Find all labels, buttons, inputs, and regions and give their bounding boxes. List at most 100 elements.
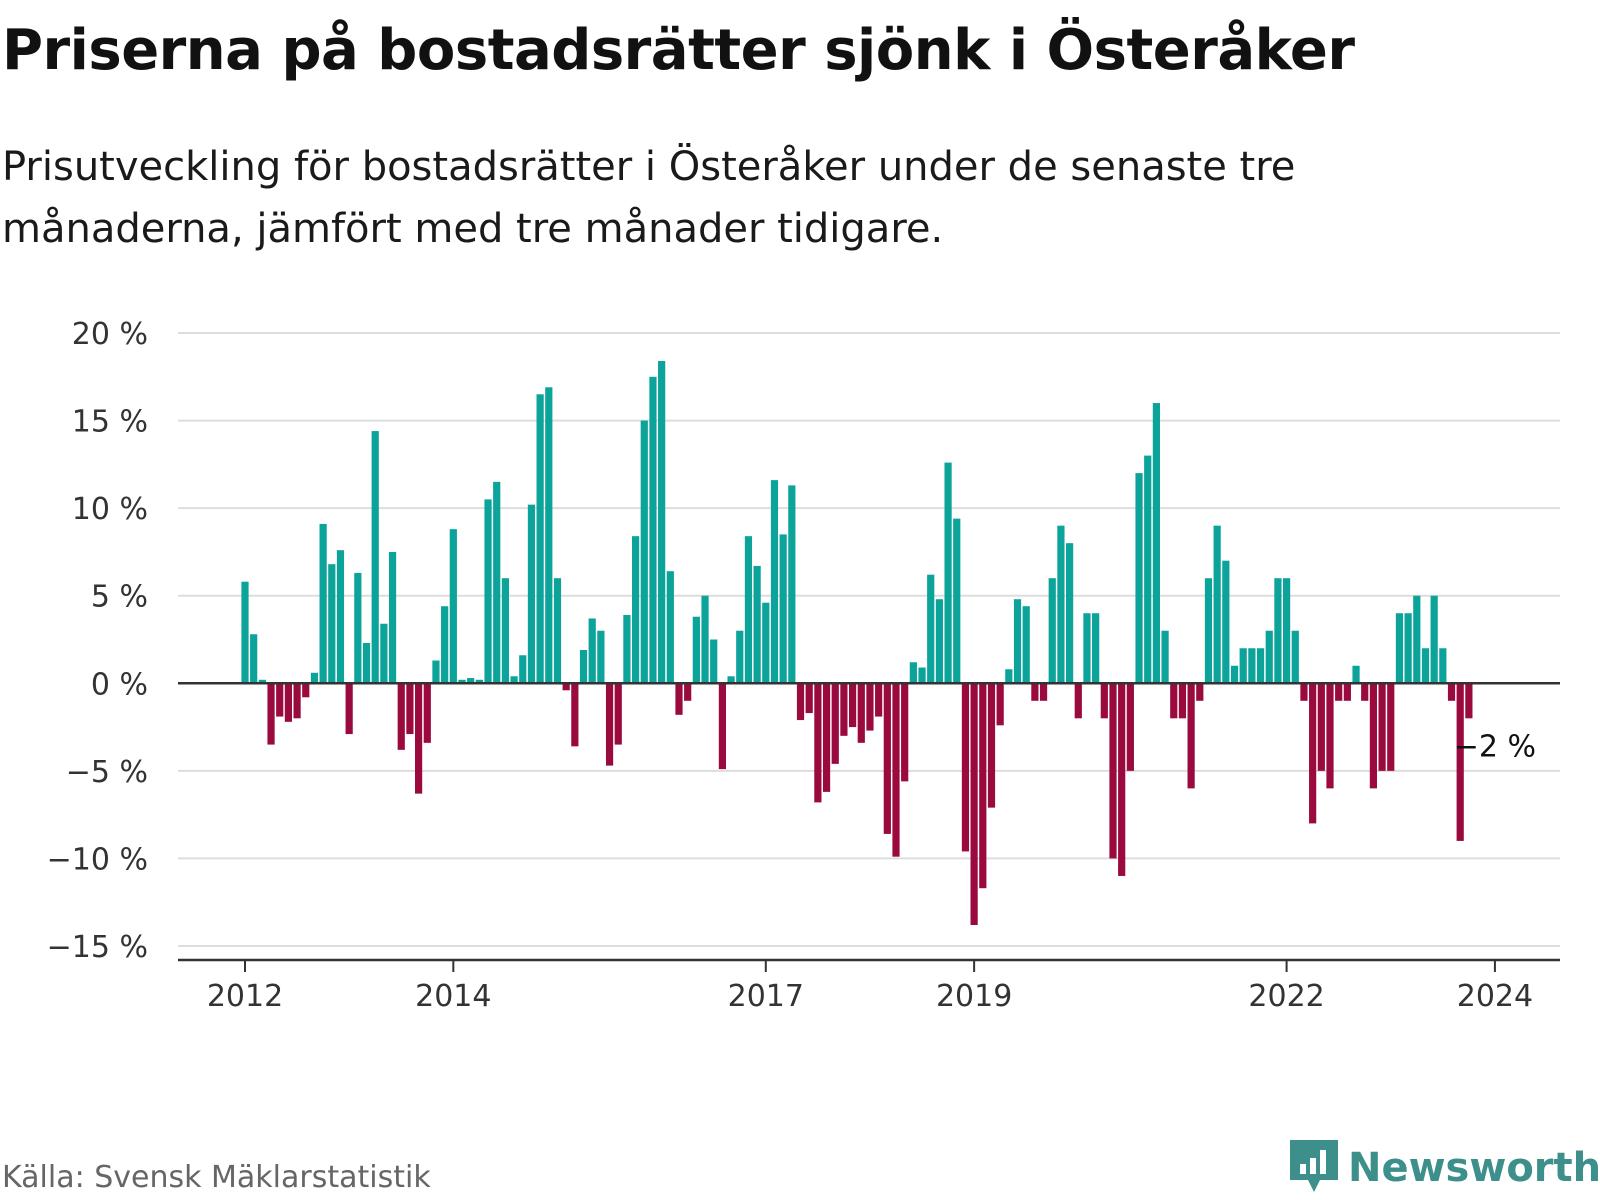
x-tick-label: 2014 bbox=[415, 979, 491, 1014]
bar bbox=[909, 662, 917, 684]
bar bbox=[1152, 403, 1160, 684]
bar bbox=[415, 683, 423, 794]
bar bbox=[970, 683, 978, 925]
gridlines bbox=[178, 332, 1560, 947]
bar bbox=[1187, 683, 1195, 789]
newsworthy-logo-icon bbox=[1290, 1140, 1338, 1192]
bar bbox=[814, 683, 822, 803]
bar bbox=[1413, 595, 1421, 684]
bar bbox=[796, 683, 805, 721]
bar bbox=[727, 676, 735, 684]
bar bbox=[1404, 613, 1412, 684]
bar bbox=[1039, 683, 1048, 701]
bar bbox=[736, 630, 744, 684]
bar bbox=[1222, 560, 1230, 684]
bar bbox=[397, 683, 405, 750]
bar bbox=[571, 683, 579, 747]
bar bbox=[1022, 606, 1030, 684]
bar bbox=[467, 678, 475, 684]
bar bbox=[501, 578, 509, 684]
bar bbox=[1135, 473, 1143, 684]
y-tick-label: −15 % bbox=[47, 930, 148, 965]
bar bbox=[875, 683, 883, 717]
bar bbox=[1309, 683, 1317, 824]
bar bbox=[536, 394, 544, 684]
bar bbox=[623, 614, 631, 684]
bar bbox=[987, 683, 996, 808]
bar bbox=[1283, 578, 1291, 684]
bar bbox=[710, 639, 718, 684]
bar bbox=[510, 676, 518, 684]
bar bbox=[276, 683, 284, 717]
x-tick-label: 2012 bbox=[207, 979, 283, 1014]
bar bbox=[493, 481, 501, 684]
y-axis-ticks: 20 % 15 % 10 % 5 % 0 % −5 % −10 % −15 % bbox=[47, 317, 148, 965]
bar bbox=[892, 683, 900, 857]
bar bbox=[597, 630, 605, 684]
bar bbox=[579, 650, 588, 684]
bar bbox=[831, 683, 839, 764]
x-tick-label: 2019 bbox=[936, 979, 1012, 1014]
bar bbox=[345, 683, 353, 735]
bar bbox=[1300, 683, 1308, 701]
bar bbox=[1178, 683, 1187, 719]
bar bbox=[1230, 665, 1239, 684]
bar bbox=[805, 683, 813, 714]
bar bbox=[1291, 630, 1299, 684]
bar bbox=[770, 480, 779, 684]
bar bbox=[319, 523, 327, 684]
bar bbox=[666, 571, 674, 684]
bar bbox=[1317, 683, 1325, 771]
bar bbox=[1447, 683, 1456, 701]
bar bbox=[1066, 543, 1074, 684]
bar bbox=[1439, 648, 1447, 684]
bar bbox=[267, 683, 275, 745]
bar bbox=[762, 602, 770, 684]
bar bbox=[822, 683, 831, 792]
bar bbox=[1048, 578, 1056, 684]
bar bbox=[701, 595, 709, 684]
bar bbox=[519, 655, 527, 684]
bar bbox=[545, 387, 553, 684]
bar bbox=[1239, 648, 1247, 684]
y-tick-label: 15 % bbox=[72, 405, 148, 440]
bar bbox=[1395, 613, 1404, 684]
bar bbox=[553, 578, 562, 684]
y-tick-label: 20 % bbox=[72, 317, 148, 352]
bar bbox=[1369, 683, 1377, 789]
bar bbox=[302, 683, 310, 698]
bar bbox=[362, 643, 371, 684]
brand-name: Newsworthy bbox=[1348, 1145, 1600, 1191]
bar bbox=[588, 618, 596, 684]
bar bbox=[1274, 578, 1282, 684]
bar bbox=[484, 499, 492, 684]
bar bbox=[354, 572, 362, 684]
bar bbox=[475, 679, 483, 684]
bar bbox=[961, 683, 970, 852]
bar bbox=[692, 616, 700, 684]
bar bbox=[1465, 683, 1473, 719]
bar bbox=[423, 683, 431, 743]
bar bbox=[927, 574, 935, 684]
bar-chart: 20 %15 %10 %5 %0 %−5 %−10 %−15 % 2012 201… bbox=[47, 317, 1560, 1014]
bar bbox=[1013, 599, 1022, 684]
bar bbox=[866, 683, 874, 731]
bar bbox=[857, 683, 865, 743]
bar bbox=[901, 683, 909, 782]
bar bbox=[1005, 669, 1013, 684]
bar bbox=[614, 683, 622, 745]
bar bbox=[1213, 525, 1221, 684]
bar bbox=[284, 683, 292, 722]
bar bbox=[658, 361, 666, 684]
bar bbox=[1196, 683, 1204, 701]
bar bbox=[250, 634, 258, 684]
bar bbox=[328, 564, 336, 684]
bar bbox=[675, 683, 683, 715]
bar bbox=[649, 376, 657, 684]
bar bbox=[1378, 683, 1386, 771]
bar bbox=[293, 683, 301, 719]
bar bbox=[753, 565, 761, 684]
bar bbox=[779, 534, 787, 684]
bar bbox=[380, 623, 388, 684]
bar bbox=[371, 431, 379, 684]
